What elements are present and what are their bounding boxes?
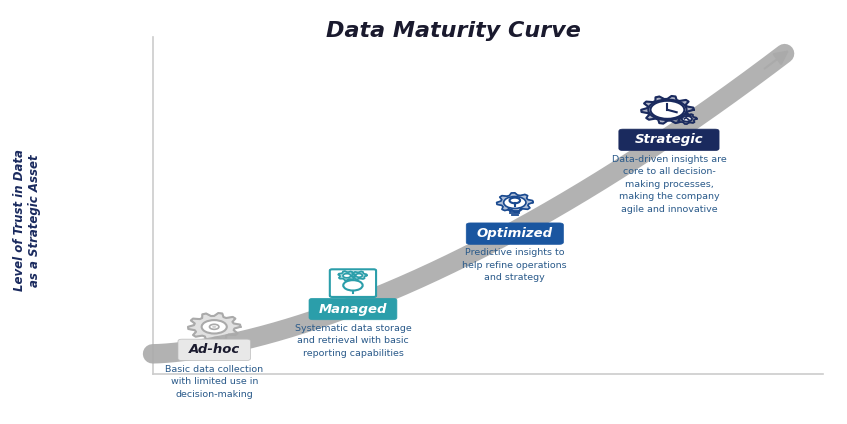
Text: Managed: Managed xyxy=(318,303,387,315)
FancyBboxPatch shape xyxy=(619,129,719,151)
Text: Predictive insights to
help refine operations
and strategy: Predictive insights to help refine opera… xyxy=(462,248,567,282)
Circle shape xyxy=(682,116,692,122)
Polygon shape xyxy=(678,114,697,124)
Circle shape xyxy=(682,116,692,122)
Circle shape xyxy=(504,197,526,209)
Text: Strategic: Strategic xyxy=(634,133,703,146)
FancyBboxPatch shape xyxy=(329,269,376,297)
Polygon shape xyxy=(338,271,356,280)
Text: Basic data collection
with limited use in
decision-making: Basic data collection with limited use i… xyxy=(165,365,263,399)
Text: Systematic data storage
and retrieval with basic
reporting capabilities: Systematic data storage and retrieval wi… xyxy=(295,324,412,358)
Polygon shape xyxy=(188,313,241,340)
FancyBboxPatch shape xyxy=(466,223,563,244)
Polygon shape xyxy=(352,271,367,279)
Text: Data-driven insights are
core to all decision-
making processes,
making the comp: Data-driven insights are core to all dec… xyxy=(612,155,727,214)
Circle shape xyxy=(343,273,351,278)
Circle shape xyxy=(356,273,363,277)
Text: Level of Trust in Data
as a Strategic Asset: Level of Trust in Data as a Strategic As… xyxy=(13,150,42,291)
Circle shape xyxy=(650,101,684,119)
Text: Data Maturity Curve: Data Maturity Curve xyxy=(326,21,580,41)
Text: Ad-hoc: Ad-hoc xyxy=(189,343,240,356)
Circle shape xyxy=(648,100,687,120)
FancyBboxPatch shape xyxy=(309,298,397,320)
Polygon shape xyxy=(496,193,533,212)
Circle shape xyxy=(209,324,219,329)
Text: Optimized: Optimized xyxy=(477,227,553,240)
Polygon shape xyxy=(641,96,694,124)
FancyBboxPatch shape xyxy=(178,339,251,360)
Circle shape xyxy=(202,320,227,334)
Circle shape xyxy=(212,326,216,328)
